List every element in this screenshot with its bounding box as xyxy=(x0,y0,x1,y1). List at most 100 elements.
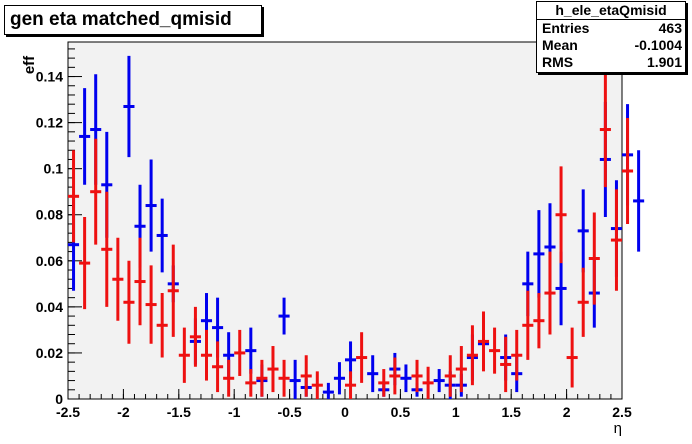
data-point xyxy=(256,359,268,397)
data-point xyxy=(333,362,345,395)
data-point xyxy=(156,293,168,358)
data-point xyxy=(411,359,423,393)
y-axis-label: eff xyxy=(21,55,38,74)
y-tick-label: 0.02 xyxy=(36,345,63,361)
data-point xyxy=(156,198,168,273)
data-point xyxy=(311,371,323,399)
data-point xyxy=(79,217,91,310)
data-point xyxy=(189,306,201,367)
x-tick-label: 2 xyxy=(563,404,571,420)
data-point xyxy=(200,329,213,381)
data-point xyxy=(234,329,246,376)
data-point xyxy=(367,355,379,393)
data-point xyxy=(533,293,545,349)
data-point xyxy=(278,297,290,335)
stats-label: RMS xyxy=(542,54,574,70)
series-2 xyxy=(68,71,634,399)
x-tick-label: -0.5 xyxy=(278,404,302,420)
data-point xyxy=(278,359,290,397)
data-point xyxy=(245,327,257,374)
x-tick-label: 1.5 xyxy=(501,404,521,420)
data-point xyxy=(500,336,512,393)
x-tick-label: -2.5 xyxy=(56,404,80,420)
y-tick-label: 0.06 xyxy=(36,253,63,269)
data-point xyxy=(477,311,490,372)
plot-frame xyxy=(67,41,623,400)
x-tick-label: 0 xyxy=(341,404,349,420)
data-point xyxy=(610,189,622,291)
data-point xyxy=(345,371,357,399)
data-point xyxy=(444,355,456,397)
data-point xyxy=(68,150,80,243)
data-point xyxy=(555,166,567,264)
data-point xyxy=(134,237,146,326)
stats-label: Entries xyxy=(542,20,590,36)
x-tick-label: -1 xyxy=(228,404,241,420)
data-point xyxy=(422,366,434,399)
stats-value: 1.901 xyxy=(646,54,682,70)
data-point xyxy=(123,55,135,158)
y-tick-label: 0 xyxy=(55,391,63,407)
data-point xyxy=(79,88,91,185)
data-point xyxy=(533,210,545,298)
data-point xyxy=(489,327,501,374)
x-axis-label: η xyxy=(614,420,622,437)
data-point xyxy=(356,332,368,383)
data-series xyxy=(68,55,645,399)
data-point xyxy=(145,159,157,252)
data-point xyxy=(300,355,312,397)
data-point xyxy=(588,212,600,305)
data-point xyxy=(466,325,478,386)
data-point xyxy=(577,189,589,273)
x-tick-label: 1 xyxy=(452,404,460,420)
data-point xyxy=(223,359,235,397)
chart-title: gen eta matched_qmisid xyxy=(10,9,232,30)
data-point xyxy=(167,244,179,337)
x-tick-label: -2 xyxy=(117,404,130,420)
stats-value: 463 xyxy=(658,20,682,36)
stats-histogram-name: h_ele_etaQmisid xyxy=(537,2,685,20)
data-point xyxy=(267,346,279,393)
chart-title-box: gen eta matched_qmisid xyxy=(4,5,262,35)
axis-ticks: -2.5 -2 -1.5 -1 -0.5 0 0.5 1 1.5 2 2.5 0 0.02 0.04 0.0… xyxy=(36,48,632,420)
stats-row-entries: Entries 463 xyxy=(537,20,685,37)
x-tick-label: 0.5 xyxy=(391,404,411,420)
data-point xyxy=(555,251,567,326)
data-point xyxy=(289,359,301,399)
data-point xyxy=(433,369,445,393)
y-tick-label: 0.04 xyxy=(36,299,63,315)
y-tick-label: 0.08 xyxy=(36,207,63,223)
data-point xyxy=(112,237,124,321)
data-point xyxy=(400,364,412,393)
data-point xyxy=(90,138,102,245)
data-point xyxy=(566,327,578,388)
y-tick-label: 0.14 xyxy=(36,69,63,85)
stats-label: Mean xyxy=(542,37,578,53)
y-tick-label: 0.1 xyxy=(44,161,64,177)
data-point xyxy=(389,357,401,395)
stats-row-mean: Mean -0.1004 xyxy=(537,37,685,54)
data-point xyxy=(622,118,634,224)
data-point xyxy=(212,341,224,393)
data-point xyxy=(145,265,157,344)
stats-value: -0.1004 xyxy=(634,37,682,53)
data-point xyxy=(123,260,135,344)
data-point xyxy=(599,71,611,188)
data-point xyxy=(245,369,257,397)
stats-row-rms: RMS 1.901 xyxy=(537,54,685,71)
x-tick-label: -1.5 xyxy=(167,404,191,420)
data-point xyxy=(522,290,534,360)
data-point xyxy=(455,346,467,393)
stats-box: h_ele_etaQmisid Entries 463 Mean -0.1004… xyxy=(536,1,686,73)
data-point xyxy=(633,150,645,252)
data-point xyxy=(378,369,390,397)
data-point xyxy=(322,382,334,399)
data-point xyxy=(577,267,589,337)
y-tick-label: 0.12 xyxy=(36,115,63,131)
data-point xyxy=(178,327,190,383)
x-tick-label: 2.5 xyxy=(612,404,632,420)
data-point xyxy=(101,191,113,307)
data-point xyxy=(544,251,556,335)
